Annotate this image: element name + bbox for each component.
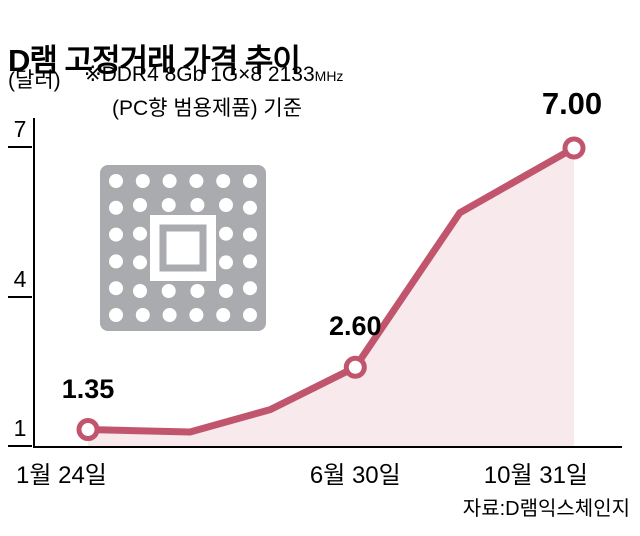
chip-pin-dot xyxy=(243,227,257,242)
chip-pin-dot xyxy=(219,284,233,298)
chip-pin-dot xyxy=(135,174,150,188)
chip-pin-dot xyxy=(109,308,123,322)
chip-pin-dot xyxy=(162,174,177,188)
dram-chip-icon xyxy=(100,165,266,331)
chip-pin-dot xyxy=(109,227,123,242)
chip-pin-dot xyxy=(133,255,147,270)
area-fill xyxy=(88,148,574,447)
data-point-marker xyxy=(76,418,100,442)
chip-pin-dot xyxy=(162,308,177,322)
chip-pin-dot xyxy=(243,174,257,188)
chip-pin-dot xyxy=(243,254,257,269)
point-value-label: 1.35 xyxy=(61,373,115,404)
y-axis-tick-label: 4 xyxy=(8,264,32,298)
x-axis-tick-label: 6월 30일 xyxy=(309,462,401,489)
data-point-marker xyxy=(562,136,586,160)
chip-die-inner xyxy=(159,224,207,272)
spec-note-text: ※DDR4 8Gb 1G×8 2133 xyxy=(84,63,315,86)
chip-pin-dot xyxy=(219,226,233,241)
x-axis-tick-label: 1월 24일 xyxy=(16,462,107,489)
chip-pin-dot xyxy=(190,198,205,212)
x-axis-tick-label: 10월 31일 xyxy=(483,462,588,489)
chip-pin-dot xyxy=(109,200,123,215)
axis-lines xyxy=(33,118,622,448)
chip-pin-dot xyxy=(189,174,204,188)
chip-pin-dot xyxy=(216,308,231,322)
y-axis-tick-label: 1 xyxy=(8,413,32,447)
chip-pin-dot xyxy=(161,198,176,212)
price-line xyxy=(84,144,578,436)
source-credit: 자료:D램익스체인지 xyxy=(462,498,630,520)
chip-pin-dot xyxy=(243,308,257,322)
chip-pin-dot xyxy=(189,308,204,322)
chip-pin-dot xyxy=(109,174,123,188)
chip-pin-dot xyxy=(219,255,233,270)
spec-note-line1: ※DDR4 8Gb 1G×8 2133MHz xyxy=(84,62,343,87)
chip-pin-dot xyxy=(135,308,150,322)
spec-note-line2: (PC향 범용제품) 기준 xyxy=(112,97,303,120)
chip-pin-dot xyxy=(219,198,233,212)
chip-pin-dot xyxy=(133,198,147,212)
chip-pin-dot xyxy=(243,200,257,215)
point-value-label: 7.00 xyxy=(541,86,603,121)
chip-pin-dot xyxy=(190,284,205,298)
chip-pin-dot xyxy=(133,226,147,241)
point-value-label: 2.60 xyxy=(329,311,382,342)
y-axis-unit-label: (달러) xyxy=(8,69,61,92)
chip-pin-dot xyxy=(109,281,123,296)
page-title: D램 고정거래 가격 추이 xyxy=(8,42,301,78)
chip-pin-dot xyxy=(109,254,123,269)
data-point-marker xyxy=(343,355,367,379)
y-axis-tick-label: 7 xyxy=(8,114,32,148)
chip-pin-dot xyxy=(133,284,147,298)
chip-pin-dot xyxy=(216,174,231,188)
chip-pin-dot xyxy=(161,284,176,298)
mhz-unit-label: MHz xyxy=(314,68,344,84)
chip-pin-dot xyxy=(243,281,257,296)
